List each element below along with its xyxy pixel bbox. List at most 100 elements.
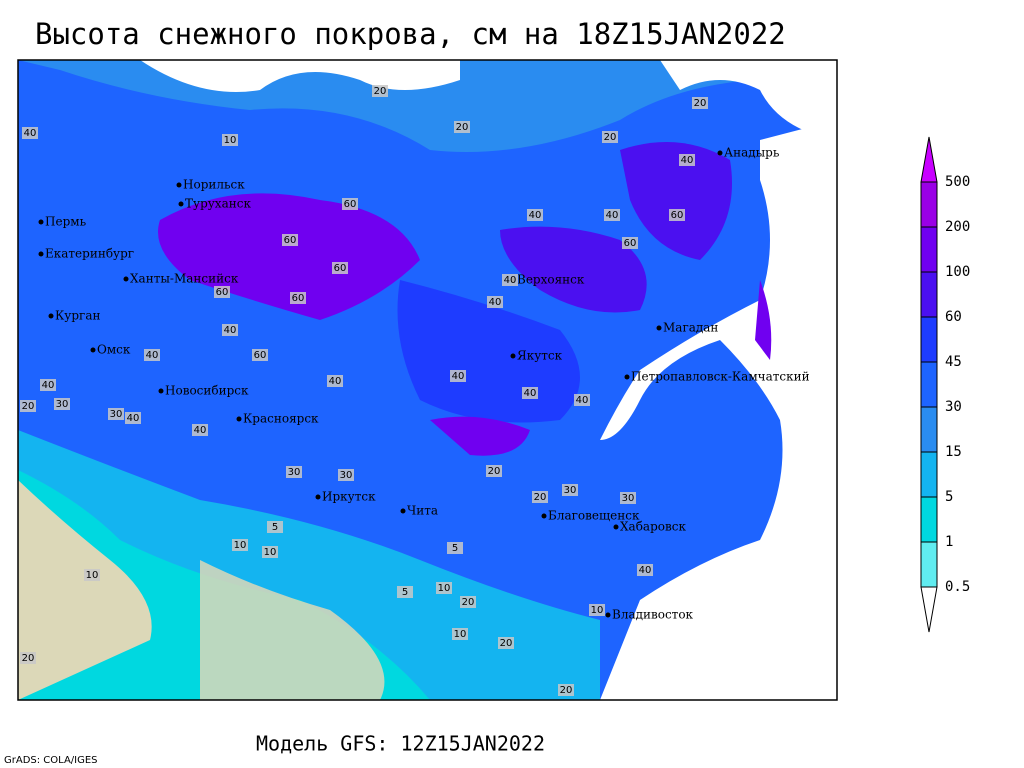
contour-label: 30 (564, 485, 577, 496)
contour-label: 20 (22, 401, 35, 412)
city-label: Якутск (517, 349, 563, 363)
contour-label: 40 (127, 413, 140, 424)
contour-label-box (679, 154, 695, 166)
contour-label-box (342, 198, 358, 210)
city-labels: Анадырь Норильск Туруханск Пермь Екатеринбур… (38, 146, 810, 622)
city-dot (123, 276, 129, 282)
contour-label: 10 (264, 547, 277, 558)
contour-label-box (532, 491, 548, 503)
contour-label-box (286, 466, 302, 478)
contour-label-box (574, 394, 590, 406)
contour-label: 60 (292, 293, 305, 304)
city-label: Туруханск (185, 197, 251, 211)
contour-label-box (282, 234, 298, 246)
contour-label: 10 (234, 540, 247, 551)
contour-label: 5 (452, 543, 458, 554)
contour-label: 40 (452, 371, 465, 382)
colorbar-box (920, 361, 938, 408)
contour-label-box (192, 424, 208, 436)
city-label: Курган (55, 309, 100, 323)
colorbar-label: 200 (945, 219, 970, 235)
city-label: Ханты-Мансийск (130, 272, 239, 286)
contour-label-box (397, 586, 413, 598)
colorbar-label: 0.5 (945, 579, 970, 595)
contour-label-box (222, 134, 238, 146)
contour-label-box (589, 604, 605, 616)
contour-label-box (436, 582, 452, 594)
contour-label: 20 (462, 597, 475, 608)
contour-label-box (84, 569, 100, 581)
contour-label-box (692, 97, 708, 109)
city-dot (624, 374, 630, 380)
contour-label-box (450, 370, 466, 382)
contour-label: 20 (534, 492, 547, 503)
contour-label: 40 (42, 380, 55, 391)
contour-label-box (22, 127, 38, 139)
colorbar-label: 15 (945, 444, 962, 460)
contour-label: 10 (86, 570, 99, 581)
city-dot (178, 201, 184, 207)
contour-label-box (452, 628, 468, 640)
colorbar-box (920, 316, 938, 363)
contour-label-box (454, 121, 470, 133)
contour-label-box (20, 400, 36, 412)
contour-label: 60 (216, 287, 229, 298)
contour-label: 60 (344, 199, 357, 210)
contour-label-box (108, 408, 124, 420)
contour-label: 40 (639, 565, 652, 576)
colorbar-box (920, 406, 938, 453)
city-dot (176, 182, 182, 188)
contour-label-box (562, 484, 578, 496)
city-dot (400, 508, 406, 514)
contour-label-box (622, 237, 638, 249)
city-label: Омск (97, 343, 131, 357)
city-dot (541, 513, 547, 519)
contour-label-box (290, 292, 306, 304)
colorbar-box (920, 451, 938, 498)
contour-label: 20 (604, 132, 617, 143)
contour-label: 10 (438, 583, 451, 594)
contour-label: 40 (146, 350, 159, 361)
contour-label: 20 (488, 466, 501, 477)
contour-label-box (602, 131, 618, 143)
contour-label: 60 (254, 350, 267, 361)
contour-label-box (522, 387, 538, 399)
colorbar-top (920, 136, 938, 183)
city-label: Верхоянск (517, 273, 585, 287)
contour-label: 10 (454, 629, 467, 640)
contour-label: 40 (576, 395, 589, 406)
city-label: Пермь (45, 215, 87, 229)
city-label: Екатеринбург (45, 247, 134, 261)
contour-label-box (486, 465, 502, 477)
contour-label-box (447, 542, 463, 554)
contour-label-box (214, 286, 230, 298)
contour-label: 20 (456, 122, 469, 133)
contour-label: 40 (529, 210, 542, 221)
contour-label-box (558, 684, 574, 696)
city-dot (38, 251, 44, 257)
contour-label: 30 (110, 409, 123, 420)
colorbar-box (920, 541, 938, 588)
city-label: Чита (407, 504, 438, 518)
city-dot (48, 313, 54, 319)
city-label: Магадан (663, 321, 718, 335)
city-dot (613, 524, 619, 530)
contour-label-box (460, 596, 476, 608)
colorbar-label: 1 (945, 534, 953, 550)
contour-label-box (637, 564, 653, 576)
contour-label: 20 (22, 653, 35, 664)
city-label: Иркутск (322, 490, 376, 504)
contour-label: 10 (591, 605, 604, 616)
contour-label: 30 (340, 470, 353, 481)
model-label: Модель GFS: 12Z15JAN2022 (256, 732, 545, 756)
contour-label: 40 (329, 376, 342, 387)
colorbar-label: 100 (945, 264, 970, 280)
contour-label: 30 (622, 493, 635, 504)
contour-label-box (54, 398, 70, 410)
contour-label: 20 (694, 98, 707, 109)
colorbar-bottom (920, 586, 938, 633)
contour-label-box (252, 349, 268, 361)
colorbar-label: 60 (945, 309, 962, 325)
city-dot (236, 416, 242, 422)
